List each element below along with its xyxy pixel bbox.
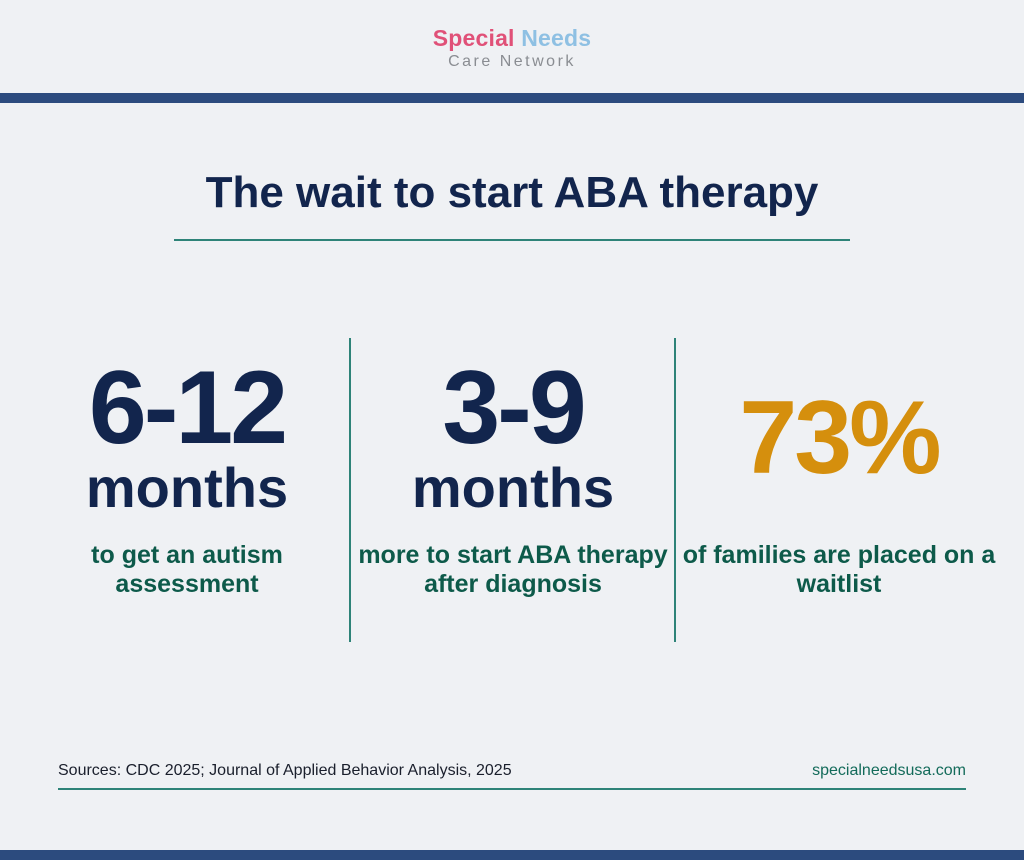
stat-unit: months bbox=[411, 456, 615, 519]
footer-bar bbox=[0, 850, 1024, 860]
stat-description: to get an autism assessment bbox=[91, 541, 283, 598]
header-bar bbox=[0, 93, 1024, 103]
logo-subtitle: Care Network bbox=[448, 53, 576, 70]
stat-waitlist-percent: 73% of families are placed on a waitlist bbox=[676, 355, 1002, 599]
stat-value: 3-9 bbox=[442, 350, 586, 466]
stat-therapy-wait: 3-9 months more to start ABA therapy aft… bbox=[350, 355, 676, 599]
stat-value: 6-12 bbox=[88, 350, 288, 466]
title-underline bbox=[174, 239, 850, 241]
page-title: The wait to start ABA therapy bbox=[205, 168, 819, 217]
column-divider bbox=[674, 338, 676, 642]
column-divider bbox=[349, 338, 351, 642]
logo-wordmark: Special Needs bbox=[0, 24, 1024, 52]
logo-word-special: Special bbox=[432, 25, 515, 51]
sources-citation: Sources: CDC 2025; Journal of Applied Be… bbox=[58, 762, 512, 779]
logo-word-needs: Needs bbox=[521, 25, 592, 51]
footer-underline bbox=[58, 788, 966, 790]
stat-unit: months bbox=[85, 456, 289, 519]
brand-logo: Special Needs Care Network bbox=[0, 24, 1024, 72]
stat-assessment-wait: 6-12 months to get an autism assessment bbox=[24, 355, 350, 599]
stat-description: of families are placed on a waitlist bbox=[682, 541, 996, 598]
stat-description: more to start ABA therapy after diagnosi… bbox=[358, 541, 668, 598]
website-link[interactable]: specialneedsusa.com bbox=[812, 762, 966, 779]
stat-value: 73% bbox=[739, 380, 941, 496]
